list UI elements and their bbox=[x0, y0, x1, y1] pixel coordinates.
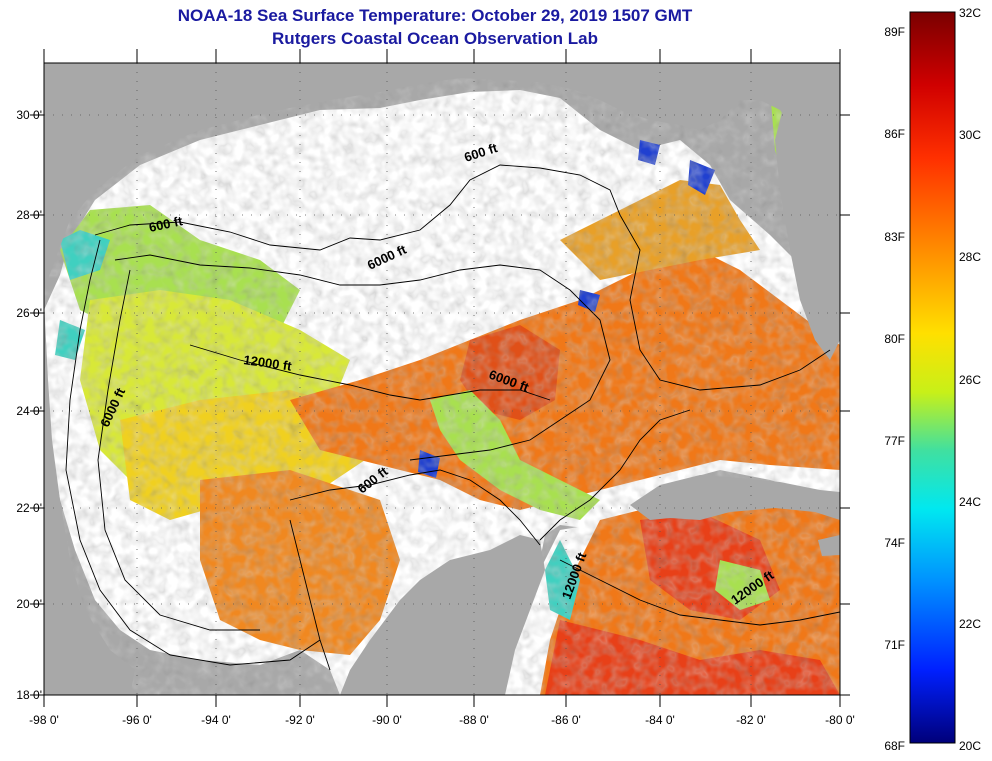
bathymetry-contours bbox=[65, 164, 840, 671]
colorbar-f-labels: 89F 86F 83F 80F 77F 74F 71F 68F bbox=[884, 25, 905, 753]
contour-label: 12000 ft bbox=[243, 352, 294, 374]
f-label: 86F bbox=[884, 127, 905, 141]
f-label: 71F bbox=[884, 638, 905, 652]
c-label: 24C bbox=[959, 495, 981, 509]
contour-6000ft-yucatan bbox=[289, 519, 331, 671]
contour-6000ft-north bbox=[114, 254, 611, 461]
c-label: 20C bbox=[959, 739, 981, 753]
lon-tick-label: -86 0' bbox=[551, 713, 581, 727]
contour-label: 600 ft bbox=[148, 213, 185, 235]
contour-600ft-yucatan bbox=[289, 469, 541, 546]
lon-tick-label: -94 0' bbox=[201, 713, 231, 727]
lat-tick-label: 24 0' bbox=[16, 404, 42, 418]
c-label: 26C bbox=[959, 373, 981, 387]
contour-600ft-north bbox=[94, 164, 831, 391]
map-frame bbox=[43, 62, 841, 696]
axis-ticks bbox=[30, 49, 850, 707]
c-label: 30C bbox=[959, 128, 981, 142]
lon-tick-label: -98 0' bbox=[29, 713, 59, 727]
lon-tick-label: -92 0' bbox=[285, 713, 315, 727]
lon-tick-label: -82 0' bbox=[736, 713, 766, 727]
c-label: 22C bbox=[959, 617, 981, 631]
lat-tick-label: 22 0' bbox=[16, 501, 42, 515]
contour-6000ft-west bbox=[97, 269, 260, 631]
lon-tick-label: -96 0' bbox=[122, 713, 152, 727]
lon-tick-label: -80 0' bbox=[825, 713, 855, 727]
f-label: 80F bbox=[884, 332, 905, 346]
lat-labels: 30 0' 28 0' 26 0' 24 0' 22 0' 20 0' 18 0… bbox=[16, 108, 42, 702]
lat-tick-label: 30 0' bbox=[16, 108, 42, 122]
contour-12000ft-east bbox=[539, 409, 691, 541]
lon-tick-label: -90 0' bbox=[372, 713, 402, 727]
lat-tick-label: 18 0' bbox=[16, 688, 42, 702]
lon-tick-label: -88 0' bbox=[459, 713, 489, 727]
lat-tick-label: 20 0' bbox=[16, 597, 42, 611]
sst-map: 600 ft 600 ft 600 ft 6000 ft 6000 ft 600… bbox=[16, 49, 855, 727]
contour-12000ft bbox=[189, 344, 551, 401]
f-label: 77F bbox=[884, 434, 905, 448]
colorbar-gradient bbox=[909, 11, 956, 744]
lon-labels: -98 0' -96 0' -94 0' -92 0' -90 0' -88 0… bbox=[29, 713, 855, 727]
lon-tick-label: -84 0' bbox=[645, 713, 675, 727]
chart-subtitle: Rutgers Coastal Ocean Observation Lab bbox=[272, 29, 598, 48]
lat-tick-label: 26 0' bbox=[16, 306, 42, 320]
colorbar-c-labels: 32C 30C 28C 26C 24C 22C 20C bbox=[959, 6, 981, 753]
f-label: 89F bbox=[884, 25, 905, 39]
f-label: 83F bbox=[884, 230, 905, 244]
c-label: 28C bbox=[959, 250, 981, 264]
lat-tick-label: 28 0' bbox=[16, 208, 42, 222]
f-label: 68F bbox=[884, 739, 905, 753]
c-label: 32C bbox=[959, 6, 981, 20]
contour-12000ft-caribbean bbox=[559, 559, 840, 626]
contour-600ft-west bbox=[65, 239, 321, 666]
f-label: 74F bbox=[884, 536, 905, 550]
chart-title: NOAA-18 Sea Surface Temperature: October… bbox=[177, 6, 693, 25]
landmasses bbox=[44, 63, 840, 695]
lat-lon-grid bbox=[44, 63, 840, 695]
